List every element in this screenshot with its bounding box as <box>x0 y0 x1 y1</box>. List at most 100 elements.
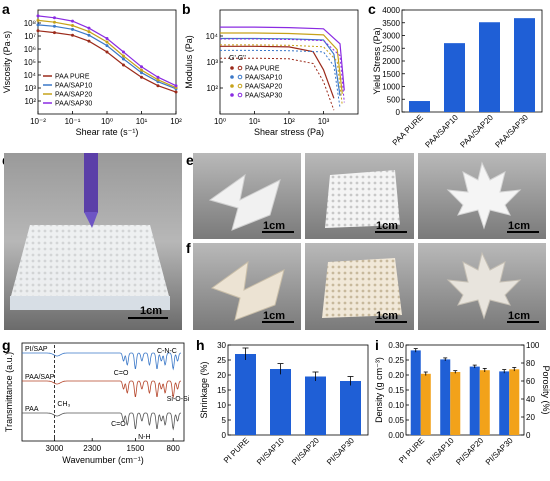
y-tick-label: 15 <box>217 386 226 395</box>
x-axis-label: Wavenumber (cm⁻¹) <box>62 455 143 465</box>
y-tick-label: 25 <box>217 356 226 365</box>
data-point <box>87 30 91 34</box>
x-tick-label: 10⁰ <box>214 117 226 126</box>
y-tick-label: 10 <box>217 401 226 410</box>
bar <box>444 43 465 112</box>
x-tick-label: 10¹ <box>136 117 148 126</box>
chart-i: 0.00 0.05 0.10 0.15 0.20 0.25 0.30 0 20 40 60 80 100… <box>374 341 550 467</box>
data-point <box>87 26 91 30</box>
y-tick-label: 0 <box>396 108 401 117</box>
legend-label: PAA/SAP10 <box>55 83 92 90</box>
y-tick-label: 10⁶ <box>24 45 36 54</box>
legend-marker <box>230 75 234 79</box>
data-point <box>71 24 74 28</box>
data-point <box>105 44 109 48</box>
category-label: PI/SAP10 <box>425 436 456 467</box>
y-tick-label: 10² <box>206 84 218 93</box>
annotation: C=O <box>114 370 129 377</box>
bar <box>479 22 500 113</box>
series-line-loss <box>220 49 341 108</box>
legend-label: PAA PURE <box>55 74 90 81</box>
photo-f-left: 1cm <box>193 243 301 330</box>
y-tick-label: 0.05 <box>388 416 404 425</box>
bar <box>509 369 520 435</box>
spectrum-label: PAA <box>25 406 39 413</box>
annotation: CH₃ <box>57 401 70 408</box>
data-point <box>121 57 125 61</box>
y-tick-label-right: 20 <box>526 413 535 422</box>
y-tick-label: 3500 <box>382 19 400 28</box>
chart-g: 3000 2300 1500 800 Wavenumber (cm⁻¹) Transmit… <box>4 342 190 465</box>
legend-marker <box>237 74 243 80</box>
panel-label-g: g <box>2 337 11 353</box>
x-tick-label: 10⁰ <box>101 117 113 126</box>
category-label: PAA PURE <box>391 113 425 147</box>
category-label: PI/SAP20 <box>454 436 485 467</box>
x-tick-label: 10⁻¹ <box>65 117 81 126</box>
y-tick-label: 500 <box>387 95 401 104</box>
data-point <box>52 31 56 35</box>
bar <box>420 373 431 435</box>
y-tick-label-right: 40 <box>526 395 535 404</box>
series-line-loss <box>220 57 335 111</box>
x-tick-label: 800 <box>167 444 181 453</box>
y-tick-label: 10² <box>24 97 36 106</box>
photo-e-left: 1cm <box>193 153 301 239</box>
chart-h: 0 5 10 15 20 25 30 Shrinkage (%) PI PURE PI/SAP10… <box>199 341 369 467</box>
data-point <box>105 37 109 41</box>
x-tick-label: 10² <box>170 117 182 126</box>
bar <box>479 370 490 435</box>
x-axis-label: Shear stress (Pa) <box>254 127 324 137</box>
photo-f-middle: 1cm <box>305 243 414 330</box>
y-tick-label: 0.00 <box>388 431 404 440</box>
data-point <box>36 14 40 18</box>
spectrum-line <box>22 352 182 371</box>
y-tick-label: 10⁴ <box>206 32 219 41</box>
x-tick-label: 2300 <box>83 444 101 453</box>
legend-label: PAA/SAP20 <box>245 84 282 91</box>
bar <box>340 381 361 435</box>
spectrum-line <box>22 412 182 431</box>
data-point <box>52 24 56 28</box>
legend-marker <box>230 66 234 70</box>
data-point <box>156 75 160 79</box>
y-tick-label-right: 100 <box>526 341 540 350</box>
series-line-storage <box>220 26 345 91</box>
y-axis-label: Density (g cm⁻³) <box>374 357 384 423</box>
data-point <box>121 63 125 67</box>
y-tick-label: 0.25 <box>388 356 404 365</box>
photo-d: 1cm <box>4 153 182 330</box>
y-tick-label: 10⁵ <box>24 58 36 67</box>
data-point <box>36 18 40 22</box>
series-line-loss <box>220 38 345 103</box>
bar <box>305 376 326 435</box>
bar <box>469 366 480 435</box>
panel-label-b: b <box>182 1 191 17</box>
y-tick-label: 10⁴ <box>24 71 37 80</box>
y-tick-label: 0.20 <box>388 371 404 380</box>
chart-c: 0 500 1000 1500 2000 2500 3000 3500 4000 Yield St… <box>372 6 543 150</box>
panel-label-e: e <box>186 152 194 168</box>
data-point <box>52 20 56 24</box>
panel-label-f: f <box>186 240 191 256</box>
photo-e-right: 1cm <box>418 153 546 239</box>
y-axis-label: Transmittance (a.u.) <box>4 352 14 432</box>
category-label: PAA/SAP30 <box>493 113 530 150</box>
scale-bar-label-e2: 1cm <box>376 220 398 232</box>
y-axis-label: Modulus (Pa) <box>184 35 194 89</box>
scale-bar-label-f2: 1cm <box>376 310 398 322</box>
data-point <box>36 23 40 27</box>
y-tick-label: 5 <box>222 416 227 425</box>
y-tick-label: 1500 <box>382 70 400 79</box>
data-point <box>140 71 143 75</box>
bar <box>514 18 535 112</box>
photo-e-middle: 1cm <box>305 153 414 239</box>
legend-marker <box>230 93 234 97</box>
y-tick-label-right: 60 <box>526 377 535 386</box>
category-label: PI/SAP30 <box>484 436 515 467</box>
data-point <box>87 39 91 43</box>
category-label: PI PURE <box>222 436 251 465</box>
x-tick-label: 10⁻² <box>30 117 46 126</box>
